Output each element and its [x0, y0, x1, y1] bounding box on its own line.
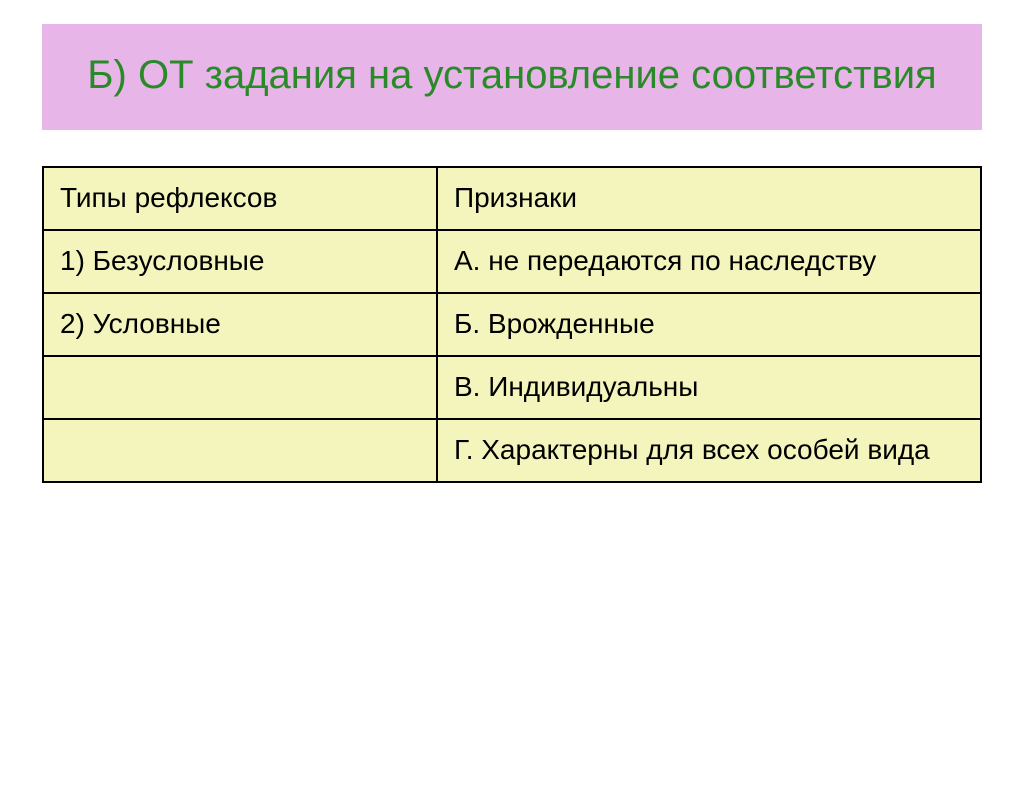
matching-table: Типы рефлексов Признаки 1) Безусловные А… [42, 166, 982, 483]
title-banner: Б) ОТ задания на установление соответств… [42, 24, 982, 130]
cell-feat-v: В. Индивидуальны [437, 356, 981, 419]
header-cell-features: Признаки [437, 167, 981, 230]
cell-type-2: 2) Условные [43, 293, 437, 356]
cell-empty-1 [43, 356, 437, 419]
table-row: Г. Характерны для всех особей вида [43, 419, 981, 482]
page-title: Б) ОТ задания на установление соответств… [52, 50, 972, 100]
cell-feat-g: Г. Характерны для всех особей вида [437, 419, 981, 482]
cell-feat-b: Б. Врожденные [437, 293, 981, 356]
matching-table-wrap: Типы рефлексов Признаки 1) Безусловные А… [42, 166, 982, 483]
table-row: Типы рефлексов Признаки [43, 167, 981, 230]
cell-type-1: 1) Безусловные [43, 230, 437, 293]
cell-feat-a: А. не передаются по наследству [437, 230, 981, 293]
table-row: В. Индивидуальны [43, 356, 981, 419]
header-cell-types: Типы рефлексов [43, 167, 437, 230]
table-row: 1) Безусловные А. не передаются по насле… [43, 230, 981, 293]
table-row: 2) Условные Б. Врожденные [43, 293, 981, 356]
cell-empty-2 [43, 419, 437, 482]
